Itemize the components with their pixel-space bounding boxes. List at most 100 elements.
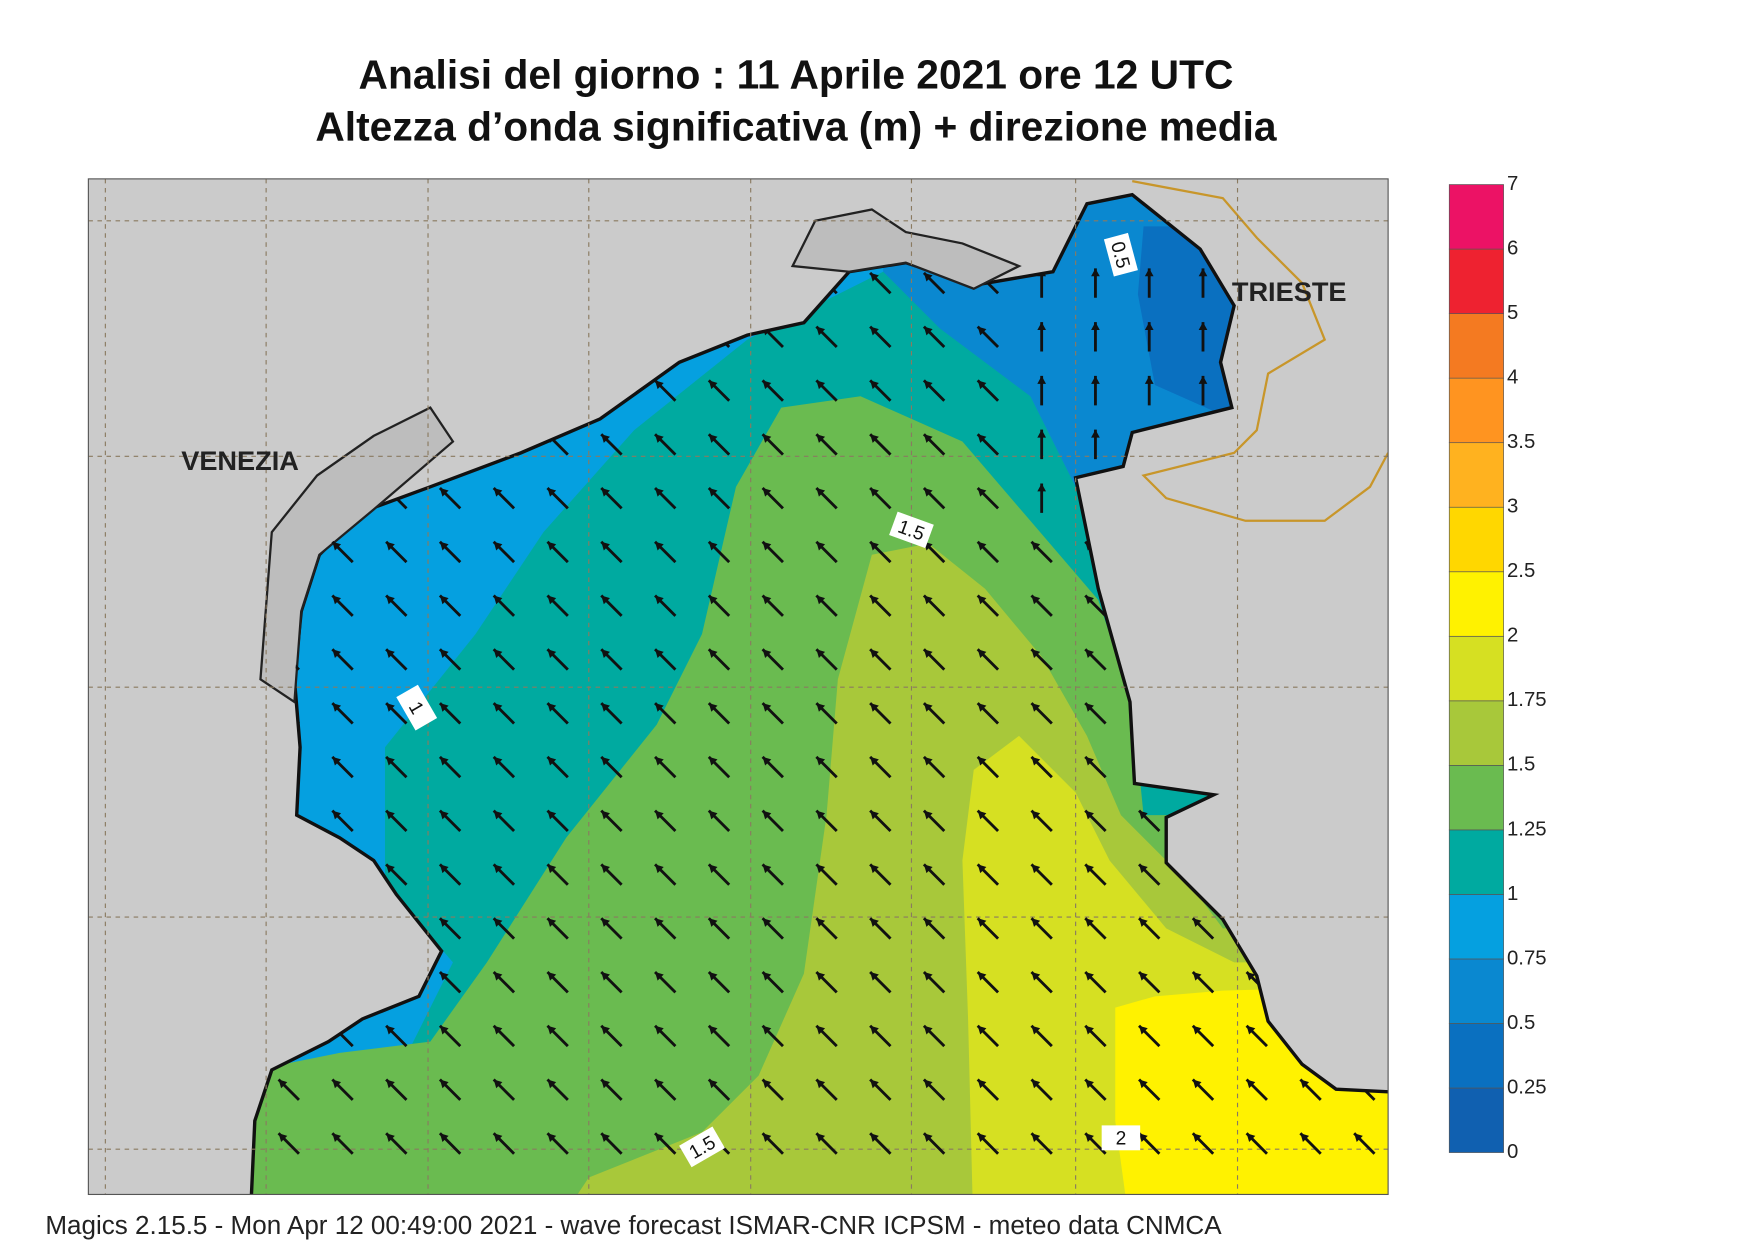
colorbar-label: 3.5 (1507, 431, 1535, 453)
arrow-head (439, 756, 449, 766)
arrow-head (870, 595, 879, 605)
arrow-head (977, 1079, 987, 1089)
arrow-head (655, 541, 664, 551)
arrow-head (708, 595, 718, 605)
arrow-head (1246, 1133, 1256, 1143)
contour-label-bg (889, 511, 934, 549)
arrow-head (1037, 429, 1047, 438)
arrow-head (332, 810, 342, 820)
place-label: VENEZIA (181, 445, 299, 476)
arrow-head (923, 918, 933, 927)
arrow-head (655, 595, 664, 605)
arrow-head (1139, 918, 1148, 927)
arrow-head (601, 918, 610, 927)
arrow-head (762, 595, 772, 605)
arrow-head (386, 864, 395, 874)
arrow-head (816, 434, 826, 443)
arrow-head (547, 971, 557, 981)
arrow-head (1139, 1025, 1148, 1035)
contour-label-bg (1101, 1125, 1141, 1151)
colorbar-label: 0.5 (1507, 1012, 1535, 1034)
arrow-head (332, 703, 342, 712)
arrow-head (493, 971, 503, 981)
arrow-head (762, 864, 772, 874)
arrow-head (547, 864, 557, 874)
arrow-head (439, 487, 449, 497)
colorbar-label: 2 (1507, 625, 1518, 647)
arrow-head (493, 595, 503, 605)
arrow-head (493, 864, 503, 874)
colorbar-label: 5 (1507, 302, 1518, 324)
arrow-head (439, 541, 449, 551)
arrow-head (547, 810, 557, 820)
arrow-head (547, 541, 557, 551)
arrow-head (923, 810, 933, 820)
footer: Magics 2.15.5 - Mon Apr 12 00:49:00 2021… (45, 1210, 1222, 1240)
arrow-head (493, 649, 503, 658)
arrow-head (601, 595, 610, 605)
arrow-head (1144, 322, 1154, 331)
arrow-head (708, 971, 718, 981)
colorbar-band (1448, 829, 1504, 895)
arrow-head (977, 595, 987, 605)
arrow-head (386, 756, 395, 766)
arrow-head (1091, 268, 1100, 277)
colorbar-label: 7 (1507, 173, 1518, 195)
arrow-head (1031, 1133, 1041, 1143)
arrow-head (1085, 756, 1094, 766)
arrow-head (655, 380, 664, 390)
arrow-head (977, 918, 987, 927)
arrow-head (493, 703, 503, 712)
arrow-head (1031, 971, 1041, 981)
arrow-head (923, 272, 933, 282)
arrow-head (655, 810, 664, 820)
arrow-head (816, 1025, 826, 1035)
arrow-head (439, 864, 449, 874)
arrow-head (870, 864, 879, 874)
arrow-head (332, 541, 342, 551)
arrow-head (1246, 1079, 1256, 1089)
contour-label: 0.5 (1103, 232, 1138, 277)
arrow-head (870, 272, 879, 282)
arrow-head (870, 703, 879, 712)
arrow-head (762, 434, 772, 443)
arrow-head (1085, 864, 1094, 874)
arrow-head (493, 918, 503, 927)
arrow-head (923, 649, 933, 658)
arrow-head (870, 1025, 879, 1035)
arrow-head (762, 756, 772, 766)
arrow-head (977, 864, 987, 874)
arrow-head (439, 810, 449, 820)
colorbar-label: 1 (1507, 883, 1518, 905)
arrow-head (1246, 1025, 1256, 1035)
arrow-head (870, 541, 879, 551)
arrow-head (762, 1079, 772, 1089)
arrow-head (386, 649, 395, 658)
arrow-head (816, 810, 826, 820)
arrow-head (708, 756, 718, 766)
arrow-head (493, 541, 503, 551)
colorbar-label: 4 (1507, 367, 1518, 389)
arrow-head (762, 649, 772, 658)
arrow-head (1198, 375, 1208, 384)
arrow-head (1354, 1133, 1363, 1143)
arrow-head (1031, 1079, 1041, 1089)
lagoons (259, 208, 1022, 704)
arrow-head (816, 541, 826, 551)
map: VENEZIA TRIESTE 0.511.51.5 2 (88, 178, 1389, 1195)
arrow-head (708, 380, 718, 390)
arrow-head (923, 971, 933, 981)
arrow-head (762, 703, 772, 712)
arrow-head (816, 703, 826, 712)
arrow-head (708, 703, 718, 712)
arrow-head (816, 380, 826, 390)
arrow-head (816, 864, 826, 874)
arrow-head (762, 1025, 772, 1035)
arrow-head (601, 1025, 610, 1035)
colorbar-band (1448, 184, 1504, 250)
arrow-head (816, 326, 826, 336)
arrow-head (923, 326, 933, 336)
arrow-head (1198, 268, 1208, 277)
arrow-head (708, 487, 718, 497)
arrow-head (655, 434, 664, 443)
